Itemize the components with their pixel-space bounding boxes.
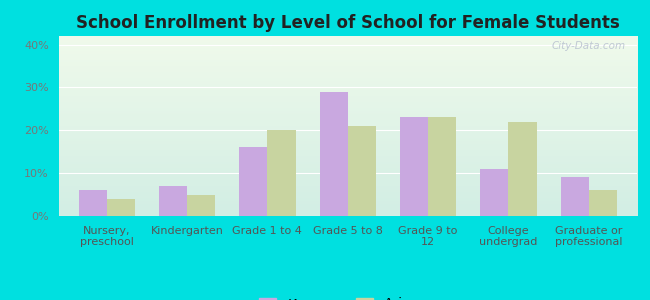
Bar xyxy=(320,92,348,216)
Bar xyxy=(561,177,589,216)
Bar xyxy=(107,199,135,216)
Title: School Enrollment by Level of School for Female Students: School Enrollment by Level of School for… xyxy=(76,14,619,32)
Bar xyxy=(348,126,376,216)
Bar xyxy=(79,190,107,216)
Bar xyxy=(400,117,428,216)
Bar xyxy=(428,117,456,216)
Bar xyxy=(508,122,536,216)
Legend: Kearny, Arizona: Kearny, Arizona xyxy=(254,292,441,300)
Bar xyxy=(267,130,296,216)
Bar xyxy=(480,169,508,216)
Bar xyxy=(187,195,215,216)
Text: City-Data.com: City-Data.com xyxy=(551,41,625,51)
Bar xyxy=(589,190,617,216)
Bar xyxy=(159,186,187,216)
Bar xyxy=(239,147,267,216)
